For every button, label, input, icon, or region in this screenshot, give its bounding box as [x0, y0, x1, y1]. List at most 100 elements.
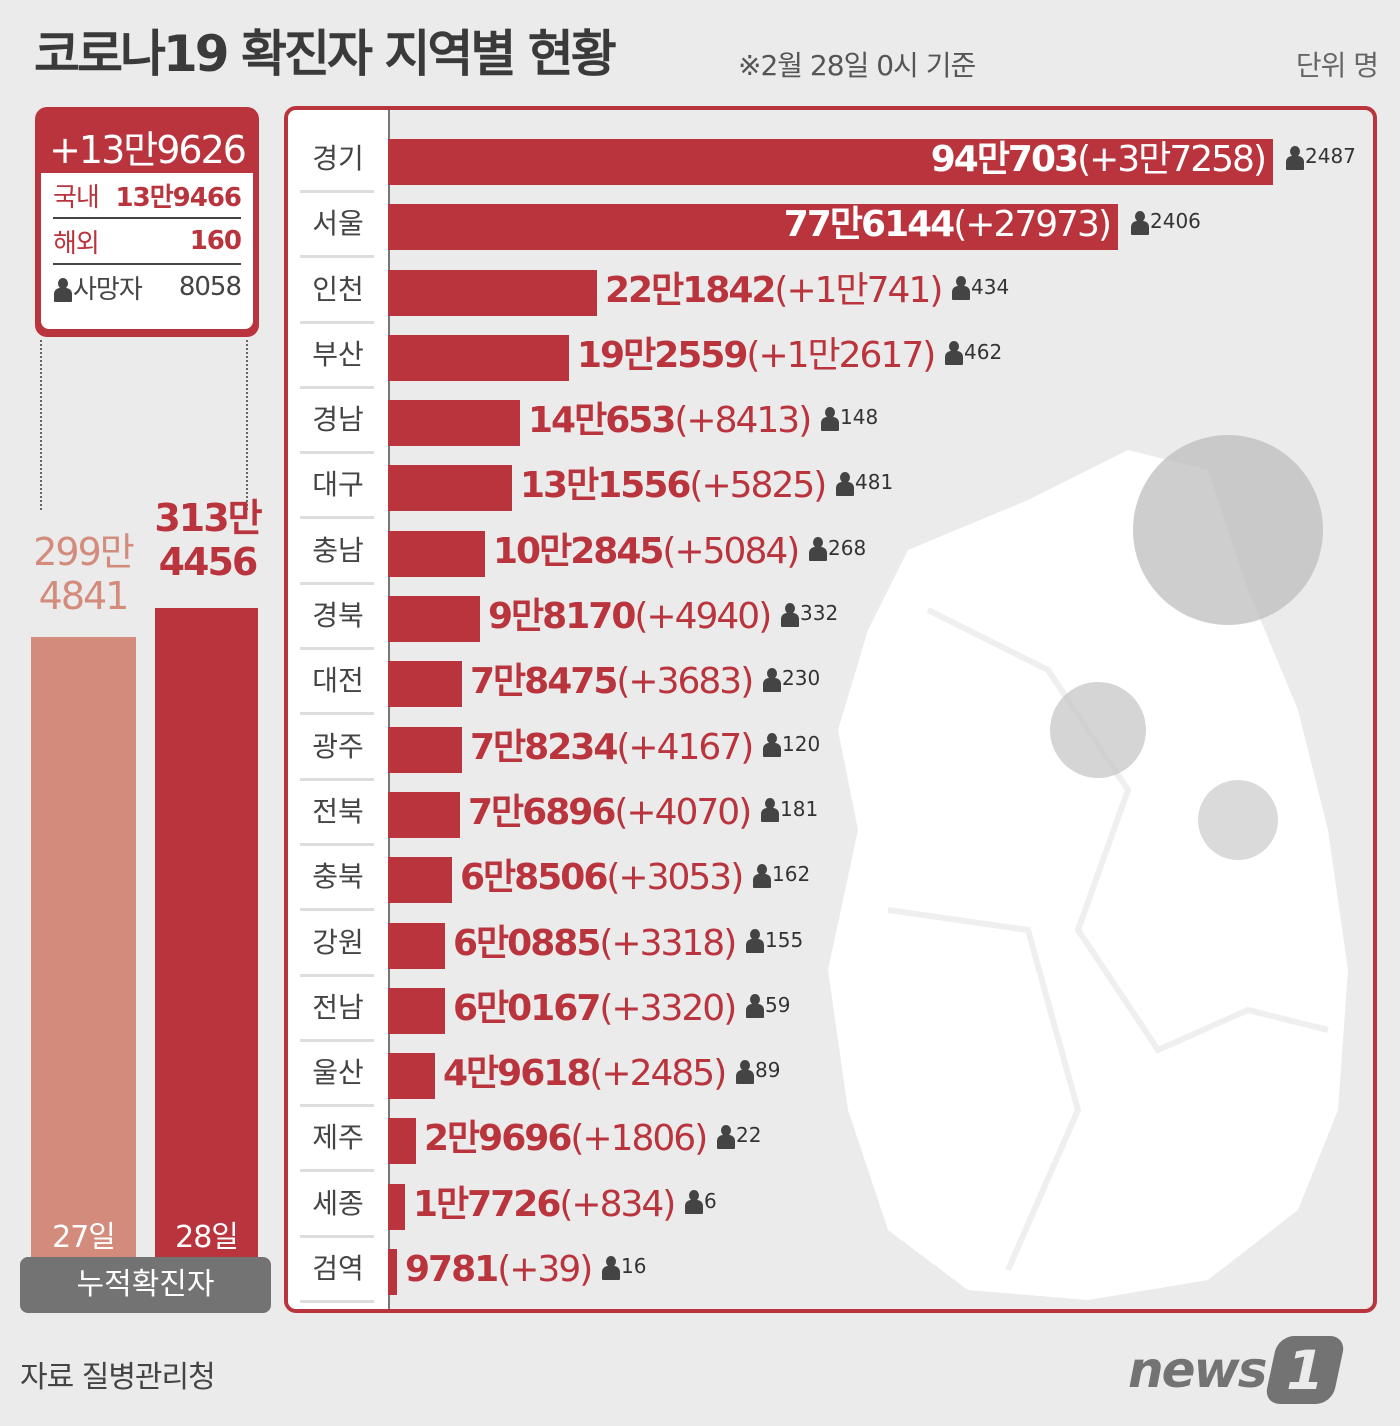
region-total: 94만703	[930, 139, 1079, 180]
region-label: 전북	[288, 781, 388, 846]
region-increase: (+5825)	[689, 465, 827, 507]
region-row: 경남 14만653(+8413) 148	[288, 389, 1373, 455]
region-bar	[388, 1183, 405, 1230]
region-row: 충남 10만2845(+5084) 268	[288, 520, 1373, 585]
region-total: 6만8506	[460, 857, 608, 899]
person-icon	[684, 1190, 704, 1215]
region-deaths: 16	[601, 1254, 646, 1280]
region-total: 4만9618	[443, 1053, 591, 1095]
region-increase: (+4167)	[616, 726, 754, 768]
summary-breakdown: 국내 13만9466 해외 160 사망자 8058	[41, 173, 253, 329]
region-rows: 경기 94만703(+3만7258) 2487 서울 77만6144(+27973) 24…	[288, 128, 1373, 1304]
region-value: 7만6896(+4070)	[468, 789, 752, 837]
region-deaths: 148	[820, 405, 878, 431]
region-total: 6만0167	[453, 987, 601, 1029]
region-total: 77만6144	[783, 204, 955, 246]
region-label: 강원	[288, 912, 388, 977]
total-new-cases: +13만9626	[49, 128, 247, 172]
region-bar	[388, 139, 1273, 185]
region-deaths: 332	[780, 601, 838, 627]
region-label: 충남	[288, 520, 388, 585]
region-row: 광주 7만8234(+4167) 120	[288, 716, 1373, 781]
region-value: 22만1842(+1만741)	[605, 267, 943, 315]
region-bar	[388, 269, 597, 316]
region-label: 충북	[288, 846, 388, 912]
region-row: 경북 9만8170(+4940) 332	[288, 585, 1373, 651]
region-bar	[388, 661, 462, 708]
region-label-column	[288, 110, 390, 1309]
region-bar	[388, 791, 460, 838]
region-bar	[388, 465, 512, 512]
region-label: 대전	[288, 650, 388, 716]
region-row: 서울 77만6144(+27973) 2406	[288, 193, 1373, 259]
region-bar	[388, 1053, 435, 1100]
region-value: 7만8475(+3683)	[470, 658, 754, 706]
region-total: 2만9696	[424, 1118, 572, 1160]
person-icon	[716, 1124, 736, 1149]
region-deaths: 59	[745, 993, 790, 1019]
region-increase: (+8413)	[674, 400, 812, 442]
person-icon	[601, 1255, 621, 1280]
region-increase: (+834)	[559, 1183, 676, 1225]
region-row: 대전 7만8475(+3683) 230	[288, 650, 1373, 716]
region-increase: (+1806)	[570, 1118, 708, 1160]
region-label: 검역	[288, 1238, 388, 1304]
region-row: 전남 6만0167(+3320) 59	[288, 977, 1373, 1042]
logo-one-badge: 1	[1264, 1336, 1347, 1404]
region-label: 인천	[288, 259, 388, 324]
cumulative-curr-value: 313만 4456	[154, 496, 262, 584]
region-increase: (+3318)	[599, 922, 737, 964]
overseas-row: 해외 160	[53, 219, 242, 265]
region-row: 인천 22만1842(+1만741) 434	[288, 259, 1373, 324]
region-total: 22만1842	[605, 269, 776, 311]
region-label: 경기	[288, 128, 388, 193]
region-increase: (+27973)	[953, 204, 1112, 246]
region-row: 전북 7만6896(+4070) 181	[288, 781, 1373, 846]
region-increase: (+2485)	[589, 1053, 727, 1095]
person-icon	[745, 994, 765, 1019]
person-icon	[53, 278, 73, 302]
region-deaths: 230	[762, 666, 820, 692]
region-deaths: 155	[745, 928, 803, 954]
region-label: 전남	[288, 977, 388, 1042]
region-value: 94만703(+3만7258)	[930, 136, 1267, 184]
virus-icon	[1133, 435, 1323, 625]
region-total: 9781	[405, 1249, 499, 1291]
overseas-label: 해외	[53, 228, 100, 259]
region-row: 검역 9781(+39) 16	[288, 1238, 1373, 1304]
region-deaths: 181	[760, 797, 818, 823]
dotted-connector-left	[40, 340, 42, 510]
person-icon	[951, 276, 971, 301]
region-total: 7만8475	[470, 661, 618, 703]
region-value: 9만8170(+4940)	[488, 593, 772, 641]
region-total: 13만1556	[520, 465, 691, 507]
virus-icon	[1050, 682, 1146, 778]
region-increase: (+4070)	[614, 791, 752, 833]
region-deaths: 6	[684, 1189, 717, 1215]
region-bar	[388, 987, 445, 1034]
region-deaths: 481	[835, 470, 893, 496]
region-bar	[388, 530, 485, 577]
person-icon	[835, 471, 855, 496]
region-increase: (+3만7258)	[1077, 139, 1267, 180]
cumulative-bar-prev: 27일	[31, 637, 136, 1268]
region-label: 울산	[288, 1042, 388, 1108]
cumulative-day-curr: 28일	[175, 1220, 239, 1255]
region-value: 9781(+39)	[405, 1246, 593, 1294]
region-increase: (+39)	[497, 1249, 593, 1291]
region-value: 1만7726(+834)	[413, 1181, 676, 1229]
region-deaths: 22	[716, 1123, 761, 1149]
region-row: 충북 6만8506(+3053) 162	[288, 846, 1373, 912]
region-label: 경북	[288, 585, 388, 651]
region-value: 10만2845(+5084)	[493, 528, 800, 576]
korea-map-icon	[828, 435, 1348, 1300]
region-total: 7만6896	[468, 791, 616, 833]
overseas-value: 160	[189, 226, 242, 256]
region-increase: (+1만741)	[774, 269, 943, 311]
person-icon	[1285, 145, 1305, 170]
region-total: 19만2559	[577, 334, 748, 376]
region-label: 경남	[288, 389, 388, 455]
region-row: 대구 13만1556(+5825) 481	[288, 454, 1373, 520]
region-deaths: 2406	[1130, 209, 1201, 235]
virus-icon	[1198, 780, 1278, 860]
